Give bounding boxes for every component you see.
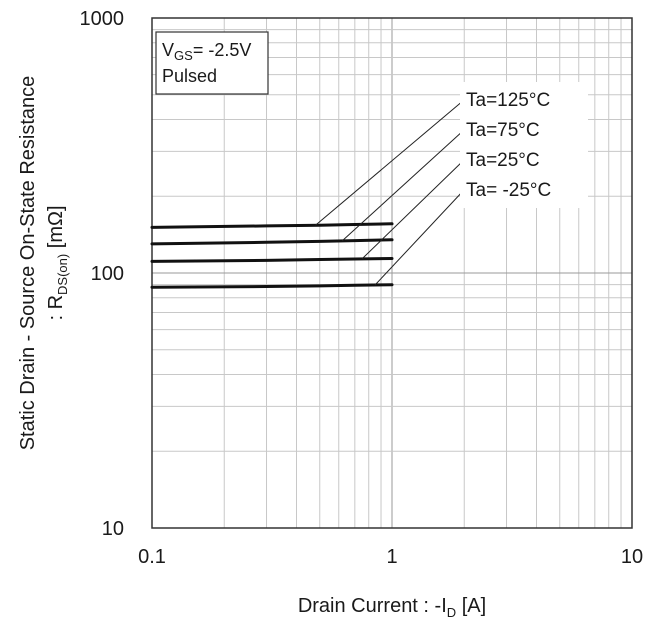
series-line-3 (150, 283, 394, 289)
leader-line-3 (374, 189, 465, 286)
plot-frame (151, 17, 633, 529)
x-tick-label: 10 (621, 546, 643, 568)
conditions-box-frame (155, 31, 269, 95)
leader-line-0 (315, 99, 465, 226)
series-line-2 (150, 257, 394, 263)
x-tick-label: 0.1 (138, 546, 166, 568)
x-tick-label: 1 (386, 546, 397, 568)
legend-entry-3: Ta= -25°C (466, 180, 551, 201)
legend-frame (460, 82, 588, 208)
series-group (150, 222, 394, 289)
legend-entry-2: Ta=25°C (466, 150, 540, 171)
y-tick-label: 1000 (80, 8, 125, 30)
tick-labels: 0.1 1 10 10 100 1000 (80, 8, 644, 568)
y-axis-label-line1: Static Drain - Source On-State Resistanc… (17, 76, 39, 451)
y-axis-label-line2: : RDS(on) [mΩ] (45, 205, 70, 320)
pulsed-condition: Pulsed (162, 66, 217, 86)
legend: Ta=125°C Ta=75°C Ta=25°C Ta= -25°C (460, 82, 588, 208)
legend-entries: Ta=125°C Ta=75°C Ta=25°C Ta= -25°C (466, 90, 551, 201)
y-tick-label: 10 (102, 518, 124, 540)
legend-entry-0: Ta=125°C (466, 90, 550, 111)
leader-line-1 (341, 129, 465, 242)
y-tick-label: 100 (91, 263, 124, 285)
legend-entry-1: Ta=75°C (466, 120, 540, 141)
series-line-1 (150, 238, 394, 246)
conditions-box: VGS= -2.5V Pulsed (155, 31, 269, 95)
leader-line-2 (361, 159, 465, 260)
leader-lines (315, 99, 465, 286)
series-line-0 (150, 222, 394, 229)
x-axis-label: Drain Current : -ID [A] (298, 595, 486, 620)
vgs-condition: VGS= -2.5V (162, 40, 251, 63)
